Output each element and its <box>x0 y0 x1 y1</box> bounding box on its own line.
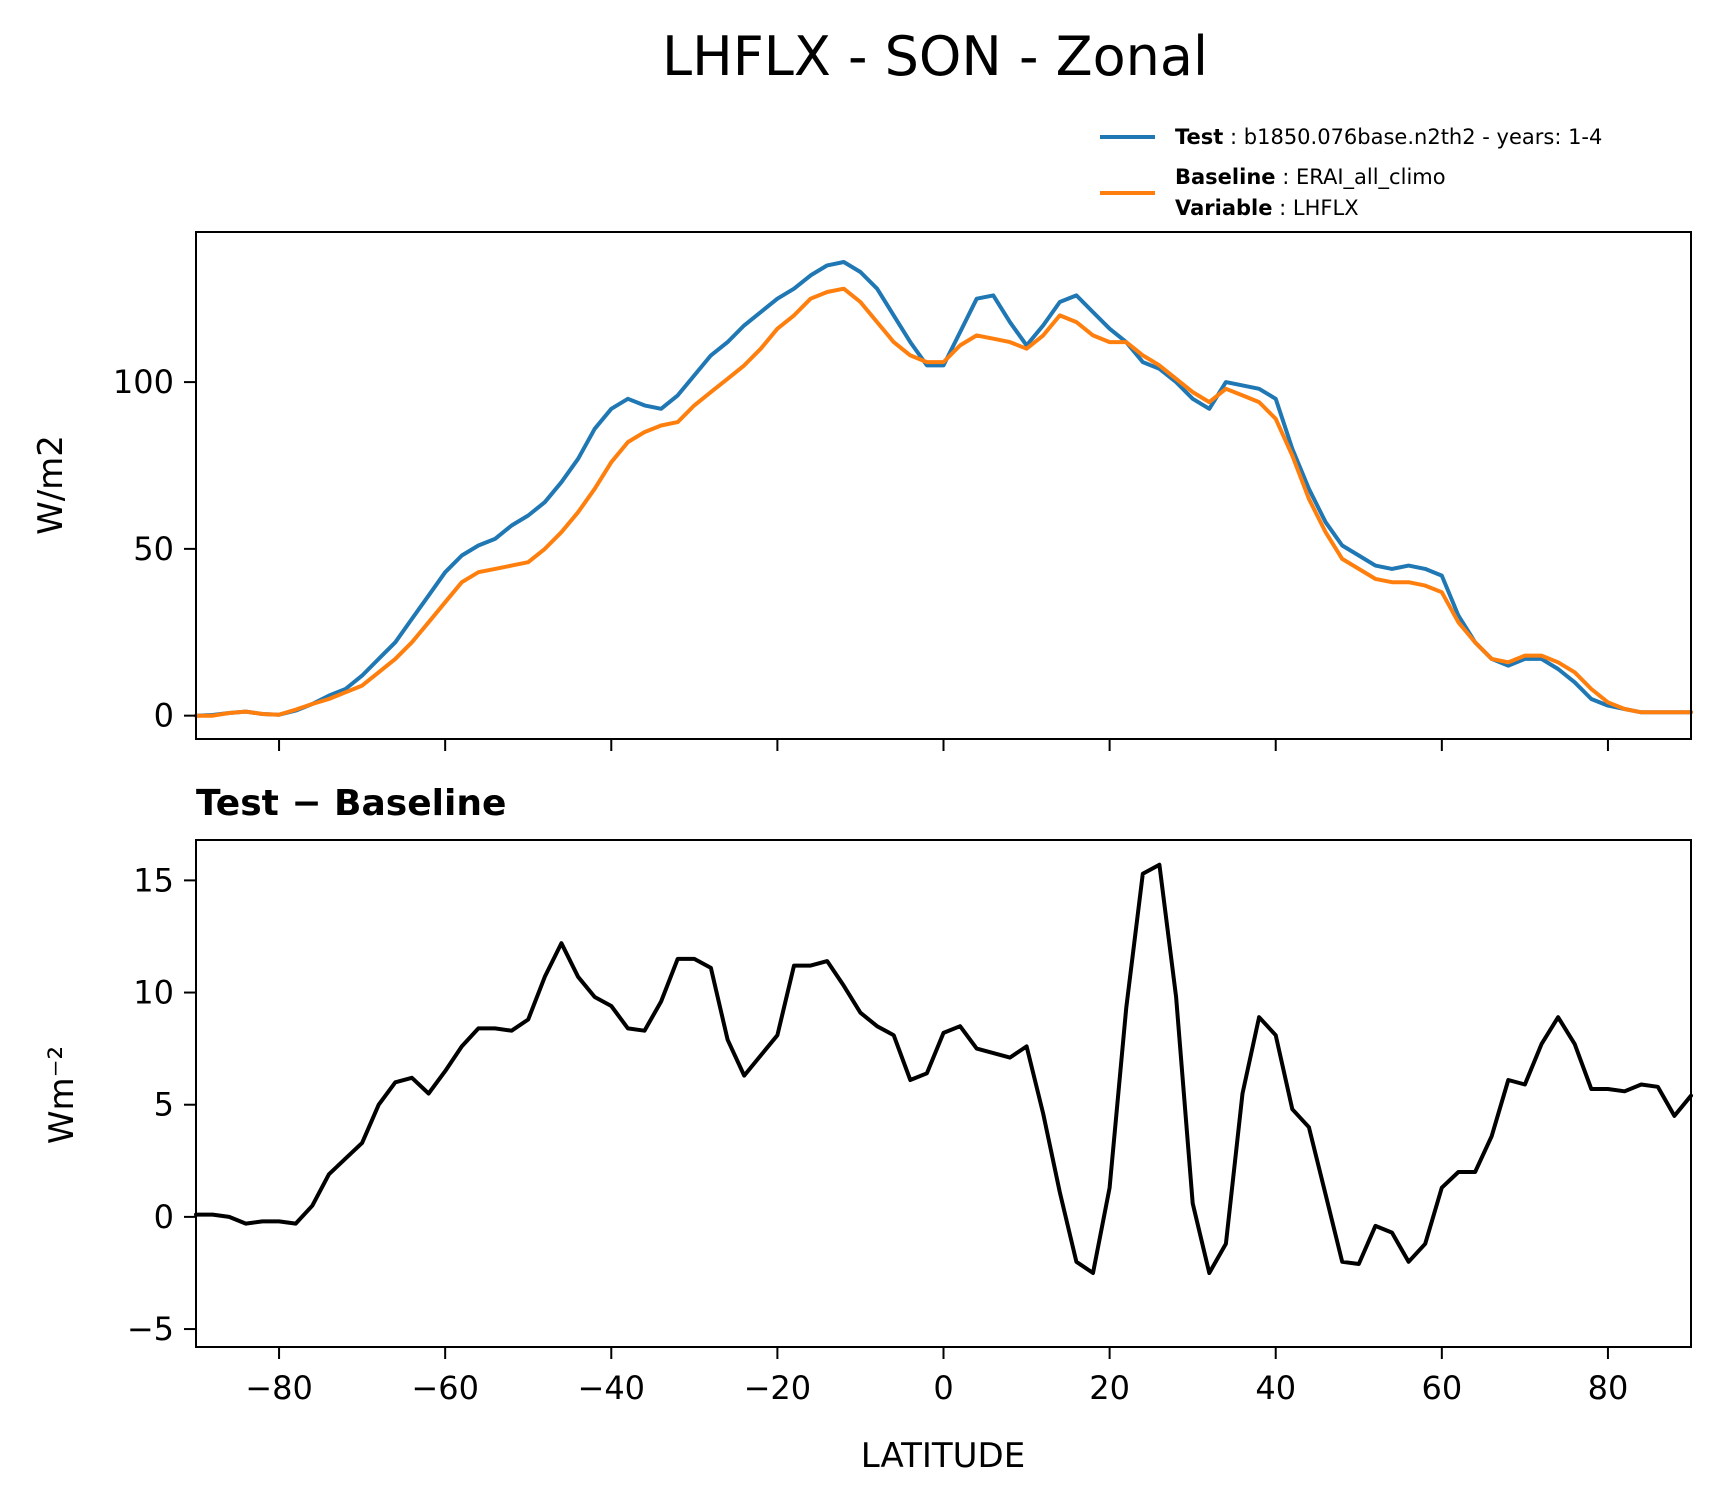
legend-test-value: b1850.076base.n2th2 - years: 1-4 <box>1244 125 1603 149</box>
top-ylabel: W/m2 <box>31 435 71 535</box>
bottom-xlabel: LATITUDE <box>861 1436 1025 1476</box>
bottom-ylabel: Wm⁻² <box>42 1046 82 1144</box>
legend-baseline-value: ERAI_all_climo <box>1296 165 1446 190</box>
bot-ytick-label: 5 <box>154 1086 174 1124</box>
legend-test-entry: Test : b1850.076base.n2th2 - years: 1-4 <box>1175 125 1602 149</box>
bot-ytick-label: 0 <box>154 1198 174 1236</box>
legend: Test : b1850.076base.n2th2 - years: 1-4 … <box>1100 125 1602 220</box>
bottom-panel: Test − Baseline −5 0 5 10 15 −80 −60 −40 −20 0 20 4… <box>42 783 1693 1476</box>
bot-ytick-label: 10 <box>133 974 174 1012</box>
bot-xtick-label: 40 <box>1255 1369 1296 1407</box>
bottom-panel-title: Test − Baseline <box>196 783 506 824</box>
legend-test-label: Test <box>1175 125 1223 149</box>
bot-xtick-label: 20 <box>1089 1369 1130 1407</box>
bot-xtick-label: −20 <box>744 1369 812 1407</box>
bot-xtick-label: −60 <box>411 1369 479 1407</box>
bot-xtick-label: 0 <box>933 1369 953 1407</box>
chart-title: LHFLX - SON - Zonal <box>662 25 1208 88</box>
top-ytick-label: 50 <box>133 530 174 568</box>
bottom-panel-frame <box>195 839 1692 1348</box>
bot-ytick-label: −5 <box>127 1310 174 1348</box>
top-series-baseline <box>194 286 1693 718</box>
top-ytick-label: 100 <box>113 363 174 401</box>
bot-ytick-label: 15 <box>133 861 174 899</box>
top-ytick-label: 0 <box>154 697 174 735</box>
legend-variable-entry: Variable : LHFLX <box>1175 196 1359 220</box>
bot-xtick-label: 60 <box>1421 1369 1462 1407</box>
legend-baseline-label: Baseline <box>1175 165 1276 189</box>
legend-baseline-entry: Baseline : ERAI_all_climo <box>1175 165 1446 190</box>
legend-variable-value: LHFLX <box>1293 196 1359 220</box>
bot-series-test-baseline <box>194 862 1693 1275</box>
top-panel-frame <box>195 231 1692 740</box>
bot-xtick-label: 80 <box>1588 1369 1629 1407</box>
top-series-test <box>194 260 1693 718</box>
top-panel: 0 50 100 W/m2 <box>31 231 1693 751</box>
bot-xtick-label: −40 <box>578 1369 646 1407</box>
bot-xtick-label: −80 <box>245 1369 313 1407</box>
legend-variable-label: Variable <box>1175 196 1272 220</box>
